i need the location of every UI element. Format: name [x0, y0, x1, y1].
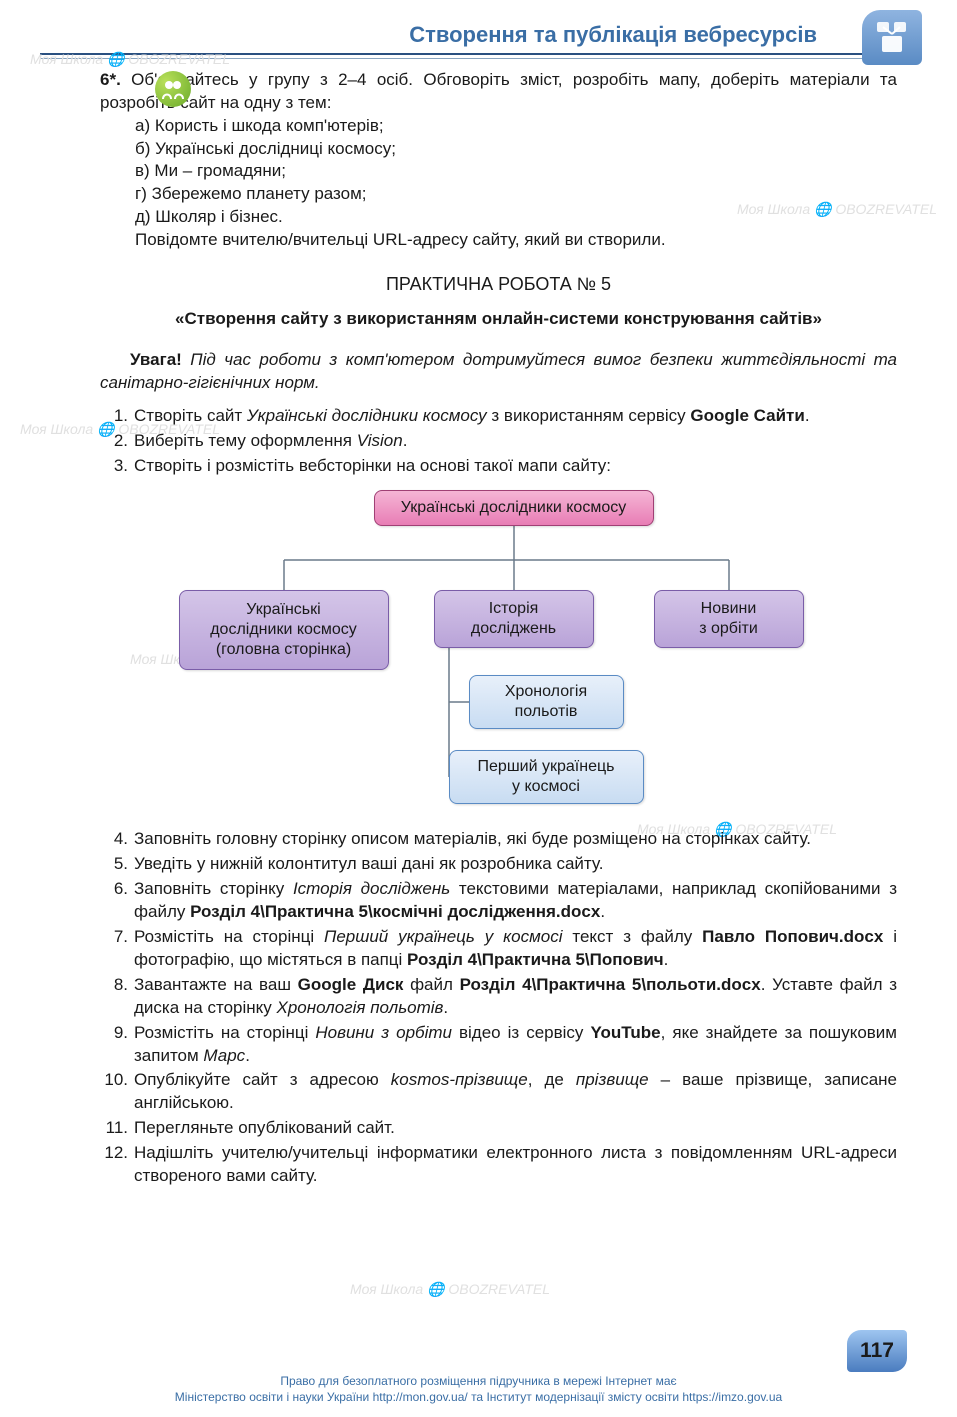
- step-5: 5.Уведіть у нижній колонтитул ваші дані …: [128, 853, 897, 876]
- footer-line-1: Право для безоплатного розміщення підруч…: [0, 1373, 957, 1389]
- warning-paragraph: Увага! Під час роботи з комп'ютером дотр…: [100, 349, 897, 395]
- step-4: 4.Заповніть головну сторінку описом мате…: [128, 828, 897, 851]
- task-option-d: д) Школяр і бізнес.: [100, 206, 897, 229]
- node-home: Українськідослідники космосу(головна сто…: [179, 590, 389, 670]
- task-option-g: г) Збережемо планету разом;: [100, 183, 897, 206]
- watermark-text: Моя Школа 🌐 OBOZREVATEL: [350, 1280, 550, 1299]
- node-root: Українські дослідники космосу: [374, 490, 654, 526]
- step-12: 12.Надішліть учителю/учительці інформати…: [128, 1142, 897, 1188]
- book-icon: [862, 10, 922, 65]
- section-title: Створення та публікація вебресурсів: [40, 20, 917, 50]
- step-11: 11.Перегляньте опублікований сайт.: [128, 1117, 897, 1140]
- step-8: 8. Завантажте на ваш Google Диск файл Ро…: [128, 974, 897, 1020]
- node-news: Новиниз орбіти: [654, 590, 804, 648]
- step-list-cont: 4.Заповніть головну сторінку описом мате…: [100, 828, 897, 1188]
- task-outro: Повідомте вчителю/вчительці URL-адресу с…: [100, 229, 897, 252]
- step-3: 3. Створіть і розмістіть вебсторінки на …: [128, 455, 897, 478]
- step-list: 1. Створіть сайт Українські дослідники к…: [100, 405, 897, 478]
- header-rule: [40, 53, 917, 55]
- group-icon: [155, 71, 191, 107]
- practical-subtitle: «Створення сайту з використанням онлайн-…: [100, 308, 897, 331]
- header-rule-thin: [40, 58, 917, 59]
- task-option-v: в) Ми – громадяни;: [100, 160, 897, 183]
- task-option-b: б) Українські дослідниці космосу;: [100, 138, 897, 161]
- step-6: 6. Заповніть сторінку Історія досліджень…: [128, 878, 897, 924]
- practical-title: ПРАКТИЧНА РОБОТА № 5: [100, 272, 897, 296]
- step-2: 2. Виберіть тему оформлення Vision.: [128, 430, 897, 453]
- step-10: 10. Опублікуйте сайт з адресою kosmos-пр…: [128, 1069, 897, 1115]
- sitemap-diagram: Українські дослідники космосу Українські…: [179, 490, 819, 810]
- footer-line-2: Міністерство освіти і науки України http…: [0, 1389, 957, 1405]
- warning-text: Під час роботи з комп'ютером дотримуйтес…: [100, 350, 897, 392]
- task-option-a: а) Користь і шкода комп'ютерів;: [100, 115, 897, 138]
- step-9: 9. Розмістіть на сторінці Новини з орбіт…: [128, 1022, 897, 1068]
- step-1: 1. Створіть сайт Українські дослідники к…: [128, 405, 897, 428]
- node-history: Історіядосліджень: [434, 590, 594, 648]
- node-first-ukrainian: Перший українецьу космосі: [449, 750, 644, 804]
- node-chronology: Хронологіяпольотів: [469, 675, 624, 729]
- task-number: 6*.: [100, 70, 121, 89]
- task-6: 6*. Об'єднайтесь у групу з 2–4 осіб. Обг…: [100, 69, 897, 253]
- page-number: 117: [847, 1330, 907, 1372]
- footer-note: Право для безоплатного розміщення підруч…: [0, 1373, 957, 1405]
- warning-label: Увага!: [130, 350, 190, 369]
- step-7: 7. Розмістіть на сторінці Перший україне…: [128, 926, 897, 972]
- page-header: Створення та публікація вебресурсів: [0, 0, 957, 50]
- task-intro: Об'єднайтесь у групу з 2–4 осіб. Обговор…: [100, 70, 897, 112]
